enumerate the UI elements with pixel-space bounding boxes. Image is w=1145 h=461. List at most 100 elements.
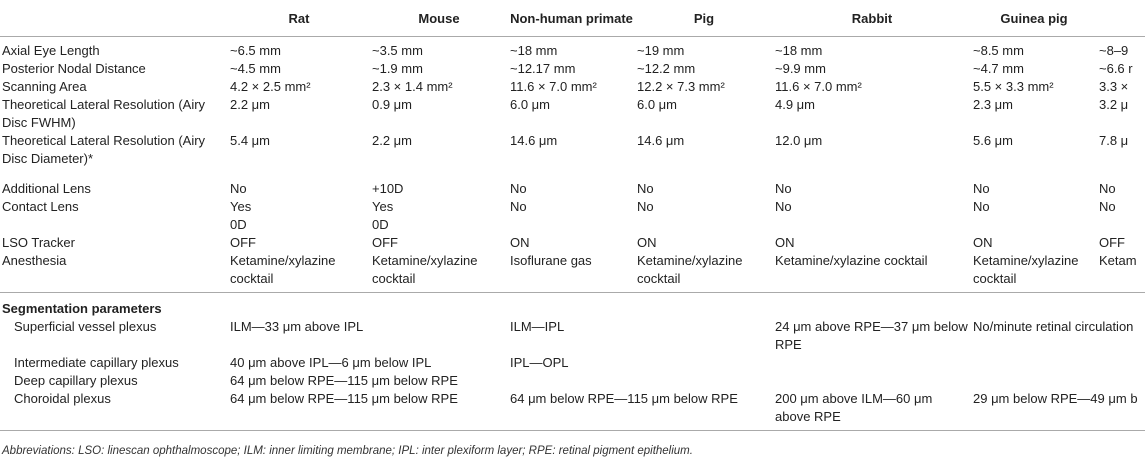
cell: Yes 0D [230,199,252,232]
cell: ILM—33 μm above IPL [230,319,364,334]
cell: ~4.7 mm [973,61,1024,76]
cell: 7.8 μ [1099,133,1129,148]
cell: 40 μm above IPL—6 μm below IPL [230,355,432,370]
cell: No [1099,199,1116,214]
cell: 12.2 × 7.3 mm² [637,79,725,94]
table-row: Contact Lens Yes 0D Yes 0D No No No No No [0,198,1145,234]
cell: ~19 mm [637,43,685,58]
row-label: Axial Eye Length [2,43,100,58]
section-title: Segmentation parameters [2,301,162,316]
cell: ON [973,235,993,250]
cell: 12.0 μm [775,133,823,148]
cell: 24 μm above RPE—37 μm below RPE [775,319,968,352]
table-row: Superficial vessel plexus ILM—33 μm above… [0,318,1145,354]
cell: ~8–9 [1099,43,1129,58]
cell: 2.2 μm [372,133,413,148]
cell: ~12.2 mm [637,61,696,76]
cell: No [510,199,527,214]
cell: 14.6 μm [637,133,685,148]
empty-cell [971,354,1097,372]
cell: Ketamine/xylazine cocktail [370,252,508,293]
cell: 5.5 × 3.3 mm² [973,79,1054,94]
cell: No [973,199,990,214]
row-label: Additional Lens [2,181,91,196]
cell: 64 μm below RPE—115 μm below RPE [230,373,458,388]
cell: 0.9 μm [372,97,413,112]
column-header: Mouse [370,0,508,37]
cell: 3.3 × [1099,79,1129,94]
cell: ON [510,235,530,250]
cell: 5.4 μm [230,133,271,148]
cell: ~3.5 mm [372,43,423,58]
cell: OFF [1099,235,1125,250]
cell: No [637,181,654,196]
empty-cell [635,372,773,390]
table-row: Posterior Nodal Distance ~4.5 mm ~1.9 mm ~1… [0,60,1145,78]
cell: ~8.5 mm [973,43,1024,58]
cell: No [775,199,792,214]
cell: No/minute retinal circulation [973,319,1134,334]
row-label: Scanning Area [2,79,87,94]
column-header: Rabbit [773,0,971,37]
row-label: Theoretical Lateral Resolution (Airy Dis… [2,97,206,130]
header-row: Rat Mouse Non-human primate Pig Rabbit Guinea… [0,0,1145,37]
row-label: Superficial vessel plexus [14,319,157,334]
cell: Isoflurane gas [508,252,635,293]
empty-cell [1097,372,1145,390]
cell: Ketamine/xylazine cocktail [228,252,370,293]
cell: No [973,181,990,196]
section-row: Segmentation parameters [0,293,1145,319]
cell: 3.2 μ [1099,97,1129,112]
header-cell [0,0,228,37]
cell: 14.6 μm [510,133,558,148]
table-row: Anesthesia Ketamine/xylazine cocktail Keta… [0,252,1145,293]
row-label: Deep capillary plexus [14,373,138,388]
cell: ~9.9 mm [775,61,826,76]
table-row: Theoretical Lateral Resolution (Airy Dis… [0,96,1145,132]
column-header: Pig [635,0,773,37]
cell: 11.6 × 7.0 mm² [510,79,597,94]
empty-cell [1097,354,1145,372]
cell: OFF [230,235,256,250]
cell: Ketamine/xylazine cocktail [971,252,1097,293]
table-row: LSO Tracker OFF OFF ON ON ON ON OFF [0,234,1145,252]
table-row: Scanning Area 4.2 × 2.5 mm² 2.3 × 1.4 mm² 1… [0,78,1145,96]
data-table: Rat Mouse Non-human primate Pig Rabbit Guinea… [0,0,1145,431]
cell: No [637,199,654,214]
row-label: Anesthesia [0,252,228,293]
cell: ON [775,235,795,250]
cell: OFF [372,235,398,250]
empty-cell [971,372,1097,390]
cell: ~6.5 mm [230,43,281,58]
empty-cell [508,372,635,390]
cell: ~6.6 r [1099,61,1133,76]
cell: 6.0 μm [637,97,678,112]
row-label: Intermediate capillary plexus [14,355,179,370]
row-label: Theoretical Lateral Resolution (Airy Dis… [2,133,206,166]
cell: 5.6 μm [973,133,1014,148]
table-row: Deep capillary plexus 64 μm below RPE—115… [0,372,1145,390]
cell: 2.3 μm [973,97,1014,112]
table-row: Choroidal plexus 64 μm below RPE—115 μm b… [0,390,1145,431]
cell: ILM—IPL [510,319,565,334]
cell: ~18 mm [775,43,823,58]
cell: No [230,181,247,196]
cell: No [1099,181,1116,196]
cell: ~18 mm [510,43,558,58]
cell: No [775,181,792,196]
row-label: Contact Lens [2,199,79,214]
cell: 4.9 μm [775,97,816,112]
cell: 2.3 × 1.4 mm² [372,79,453,94]
row-label: Posterior Nodal Distance [2,61,146,76]
cell: 64 μm below RPE—115 μm below RPE [228,390,508,431]
cell: ~1.9 mm [372,61,423,76]
cell: 2.2 μm [230,97,271,112]
cell: Ketam [1097,252,1145,293]
empty-cell [773,372,971,390]
cell: 4.2 × 2.5 mm² [230,79,311,94]
cell: No [510,181,527,196]
footnote: Abbreviations: LSO: linescan ophthalmosc… [2,445,693,457]
cell: Yes 0D [372,199,394,232]
cell: 200 μm above ILM—60 μm above RPE [773,390,971,431]
